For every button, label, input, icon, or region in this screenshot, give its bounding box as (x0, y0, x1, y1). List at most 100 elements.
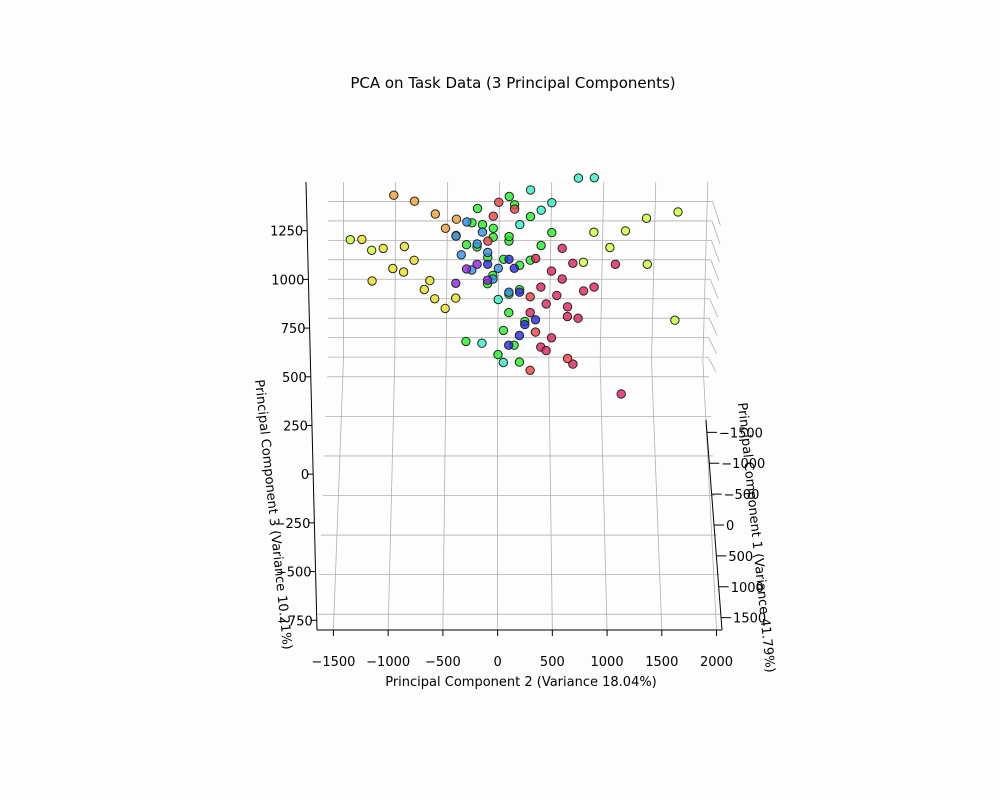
data-point (430, 209, 440, 219)
data-point (425, 275, 435, 286)
gridline (712, 201, 721, 226)
data-point (451, 214, 462, 224)
data-point (530, 315, 541, 325)
data-point (409, 255, 419, 265)
data-point (477, 227, 488, 237)
data-point (494, 197, 504, 208)
data-point (440, 303, 450, 314)
data-point (504, 254, 514, 264)
y-tick-label: −1500 (311, 655, 355, 670)
z-tick-label: 500 (282, 371, 307, 386)
z-tick-label: −750 (277, 614, 313, 629)
data-point (620, 226, 631, 236)
y-tick-label: −1000 (366, 655, 410, 670)
data-point (461, 240, 472, 250)
data-point (367, 245, 377, 256)
data-point (461, 264, 472, 274)
x-tick-label: 1500 (733, 612, 766, 627)
y-tick-label: −500 (425, 655, 461, 670)
data-point (504, 191, 514, 202)
data-point (409, 196, 420, 206)
x-tick-label: −500 (724, 488, 760, 503)
data-point (504, 231, 514, 242)
y-tick-label: 1000 (591, 655, 624, 670)
data-points (345, 173, 683, 399)
x-tick-label: 1000 (731, 581, 764, 596)
data-point (451, 293, 461, 303)
data-point (562, 311, 573, 322)
y-tick-label: 500 (540, 655, 565, 670)
data-point (504, 340, 514, 350)
data-point (493, 294, 503, 305)
data-point (641, 213, 652, 224)
data-point (562, 302, 573, 312)
x-tick-label: 500 (728, 550, 753, 565)
x-axis-label: Principal Component 1 (Variance 41.79%) (734, 402, 777, 674)
data-point (552, 290, 562, 301)
data-point (578, 286, 589, 296)
data-point (562, 353, 573, 364)
gridline (709, 298, 719, 318)
y-axis-label: Principal Component 2 (Variance 18.04%) (385, 675, 657, 690)
z-tick-label: 250 (283, 419, 308, 434)
data-point (389, 190, 399, 200)
data-point (547, 227, 557, 238)
data-point (482, 275, 493, 285)
data-point (557, 243, 567, 254)
data-point (589, 227, 599, 237)
data-point (483, 247, 493, 258)
data-point (515, 219, 525, 230)
data-point (541, 299, 551, 309)
data-point (472, 259, 482, 269)
z-tick-label: −250 (275, 517, 311, 532)
z-tick-label: 1000 (271, 273, 304, 288)
data-point (589, 282, 599, 292)
y-tick-label: 1500 (645, 655, 678, 670)
data-point (504, 287, 514, 297)
data-point (509, 263, 519, 273)
data-point (462, 217, 472, 227)
data-point (514, 357, 525, 367)
data-point (536, 205, 546, 215)
data-point (541, 345, 551, 356)
data-point (451, 278, 461, 288)
gridline (710, 240, 720, 263)
data-point (509, 204, 520, 214)
z-tick-label: 1250 (270, 225, 303, 240)
data-point (530, 327, 541, 337)
data-point (573, 173, 584, 183)
data-point (483, 236, 493, 246)
gridline (445, 181, 449, 362)
data-point (451, 231, 461, 241)
gridline (708, 337, 718, 355)
gridline (710, 259, 720, 281)
data-point (670, 315, 680, 325)
data-point (430, 294, 440, 304)
gridline (651, 181, 657, 362)
data-point (477, 338, 487, 348)
x-tick-label: 0 (726, 519, 734, 534)
gridline (708, 318, 718, 336)
data-point (378, 243, 388, 254)
data-point (520, 319, 530, 330)
data-point (493, 263, 503, 273)
data-point (504, 307, 514, 318)
data-point (525, 365, 535, 375)
data-point (547, 198, 557, 208)
data-point (546, 333, 557, 343)
data-point (531, 253, 541, 264)
data-point (388, 263, 398, 274)
data-point (610, 259, 621, 269)
z-axis-line (305, 181, 318, 631)
data-point (573, 313, 583, 323)
data-point (461, 336, 471, 347)
data-point (488, 211, 498, 221)
x-tick-label: −1500 (719, 426, 763, 441)
data-point (514, 287, 525, 297)
data-point (399, 241, 410, 252)
gridline (599, 181, 605, 362)
data-point (536, 282, 546, 292)
data-point (673, 207, 683, 217)
y-tick-label: 0 (493, 655, 501, 670)
tick-labels: −1500 −1000 −500 0 500 1000 1500 2000 −750 −500 −2… (270, 225, 766, 670)
